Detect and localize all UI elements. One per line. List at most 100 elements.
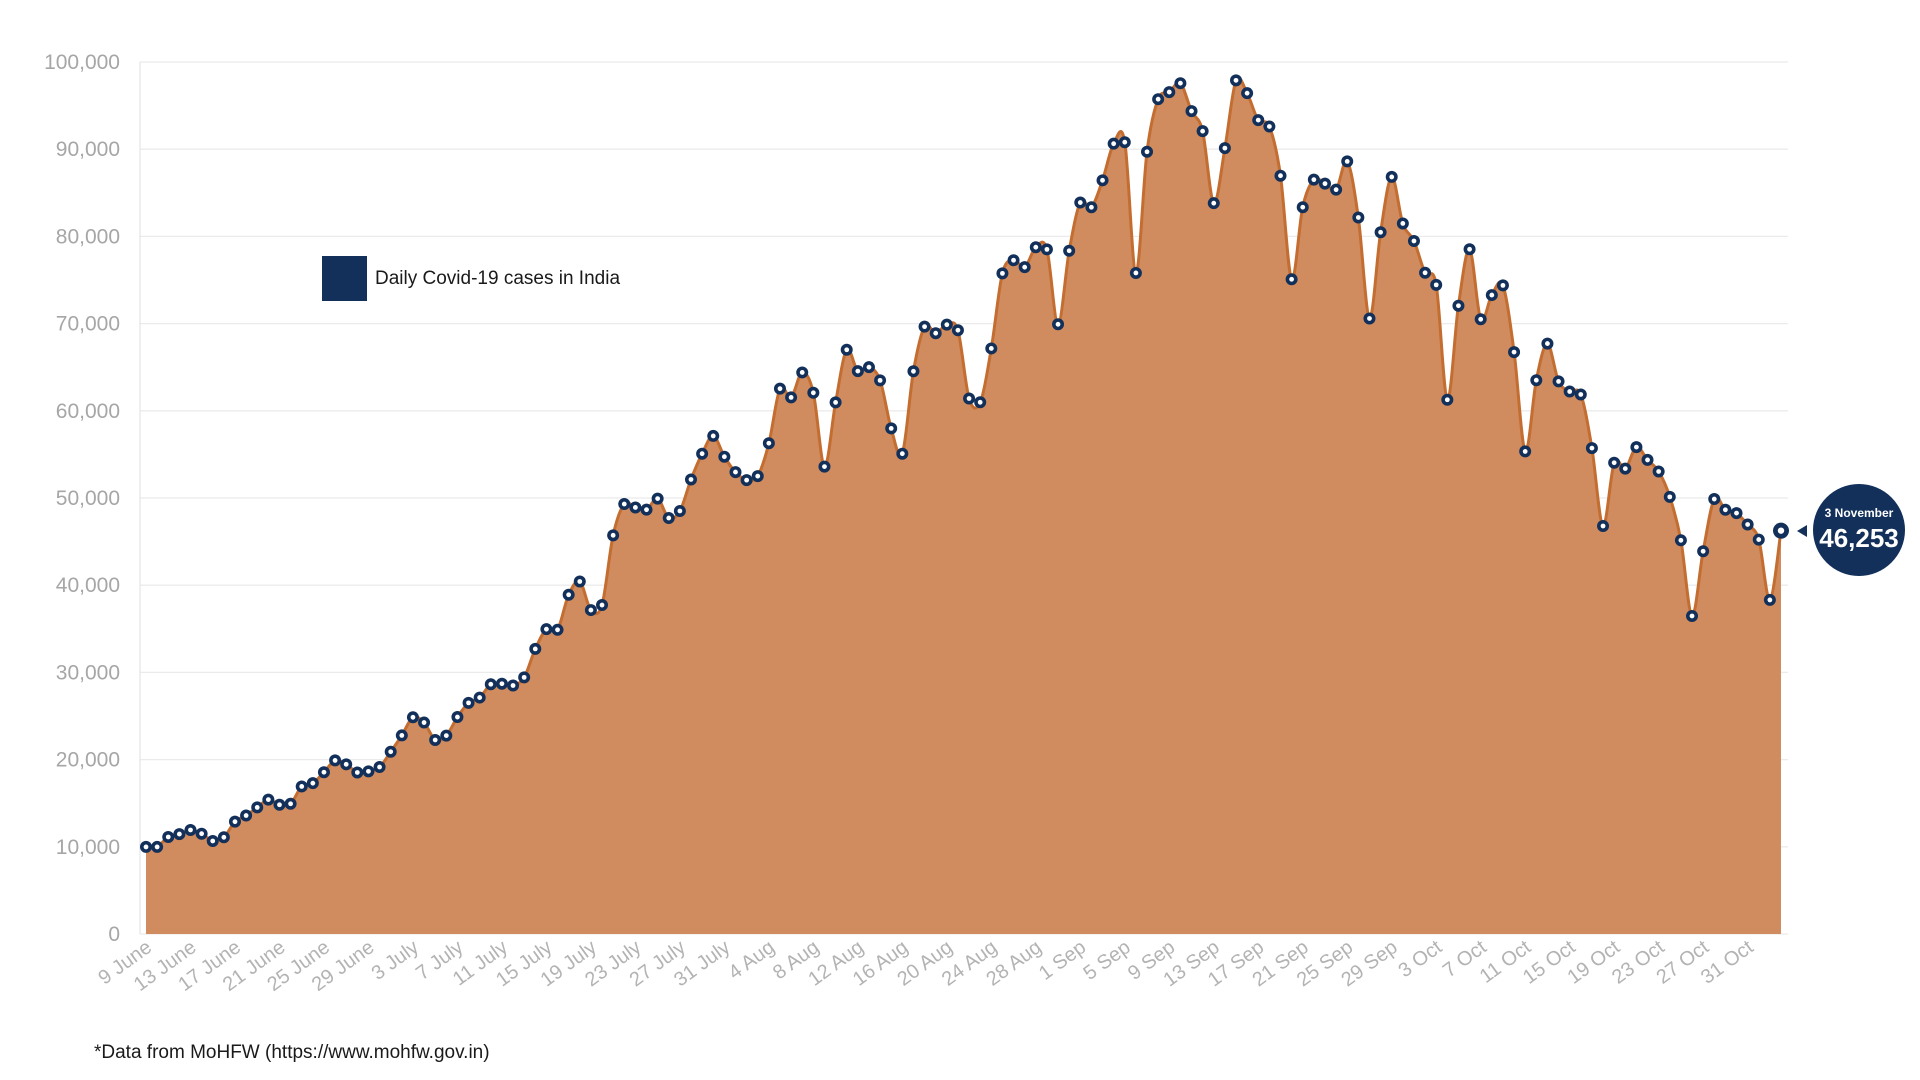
data-point [351,766,364,779]
data-point [762,437,775,450]
data-point [1218,142,1231,155]
data-point [251,801,264,814]
data-point [785,391,798,404]
data-point [985,342,998,355]
data-point [640,503,653,516]
data-point [306,777,319,790]
legend-label: Daily Covid-19 cases in India [375,267,621,289]
data-point [1563,385,1576,398]
source-note: *Data from MoHFW (https://www.mohfw.gov.… [94,1042,490,1063]
data-point [140,840,152,853]
data-point [1674,534,1687,547]
data-point [1708,493,1721,506]
data-point [818,460,831,473]
data-point [1230,74,1242,87]
data-point [940,318,953,331]
y-tick-label: 60,000 [56,400,120,423]
data-point [773,382,786,395]
data-point [874,374,887,387]
y-tick-label: 40,000 [56,574,120,597]
data-point [451,711,464,724]
data-point [729,466,742,479]
data-point [273,798,286,811]
data-point [1763,593,1776,606]
data-point [462,696,475,709]
data-point [1352,211,1365,224]
data-point [1052,318,1065,331]
x-tick-label: 31 Oct [1697,936,1758,989]
data-point [195,827,208,840]
data-point [1597,519,1610,532]
data-point [162,830,175,843]
data-point [840,343,853,356]
data-point [1185,105,1198,118]
data-point [963,392,976,405]
data-point [796,366,809,379]
data-point [1452,299,1465,312]
data-point [1530,374,1543,387]
data-point [184,823,197,836]
callout-value: 46,253 [1819,523,1899,553]
data-point [1307,173,1320,186]
data-point [829,396,842,409]
data-point [1296,201,1309,214]
data-point [1374,226,1387,239]
data-point [1396,217,1409,230]
data-point [1341,155,1354,168]
data-point [1330,183,1343,196]
legend-swatch [322,256,367,301]
data-point [1363,312,1376,325]
data-point [707,429,720,442]
data-point [1118,136,1131,149]
data-point [951,324,964,337]
data-point [1007,254,1020,267]
data-point [1085,201,1098,214]
data-point [362,765,375,778]
data-point-last [1773,522,1789,539]
data-point [929,327,942,340]
y-tick-label: 10,000 [56,836,120,859]
data-point [551,623,564,636]
data-point [851,365,864,378]
data-point [651,492,664,505]
data-point [696,447,709,460]
data-point [1630,441,1643,454]
data-point [1663,490,1676,503]
data-point [1419,266,1432,279]
data-points [140,74,1789,853]
y-tick-label: 80,000 [56,225,120,248]
data-point [240,809,253,822]
data-point [1574,388,1587,401]
data-point [1463,243,1476,256]
data-point [1585,442,1598,455]
data-point [1407,234,1420,247]
data-point [373,761,386,774]
data-point [1029,241,1042,254]
x-tick-label: 3 Oct [1395,936,1447,982]
data-point [1719,503,1732,516]
callout-date: 3 November [1824,506,1894,520]
data-point [896,447,909,460]
data-point [495,677,508,690]
data-point [1430,278,1443,291]
data-point [607,529,620,542]
data-point [573,575,586,588]
y-tick-label: 20,000 [56,749,120,772]
data-point [1241,87,1254,100]
data-point [507,679,520,692]
data-point [907,365,920,378]
data-point [1741,518,1754,531]
y-tick-label: 30,000 [56,661,120,684]
x-tick-label: 4 Aug [724,936,778,984]
data-point [1608,456,1621,469]
callout-pointer [1797,525,1807,537]
data-point [217,831,230,844]
data-point [329,754,342,767]
data-point [1474,313,1487,326]
data-point [206,834,219,847]
data-point [685,473,697,486]
data-point [718,450,731,463]
data-point [1163,86,1176,99]
data-point [1207,197,1220,210]
y-tick-label: 70,000 [56,313,120,336]
